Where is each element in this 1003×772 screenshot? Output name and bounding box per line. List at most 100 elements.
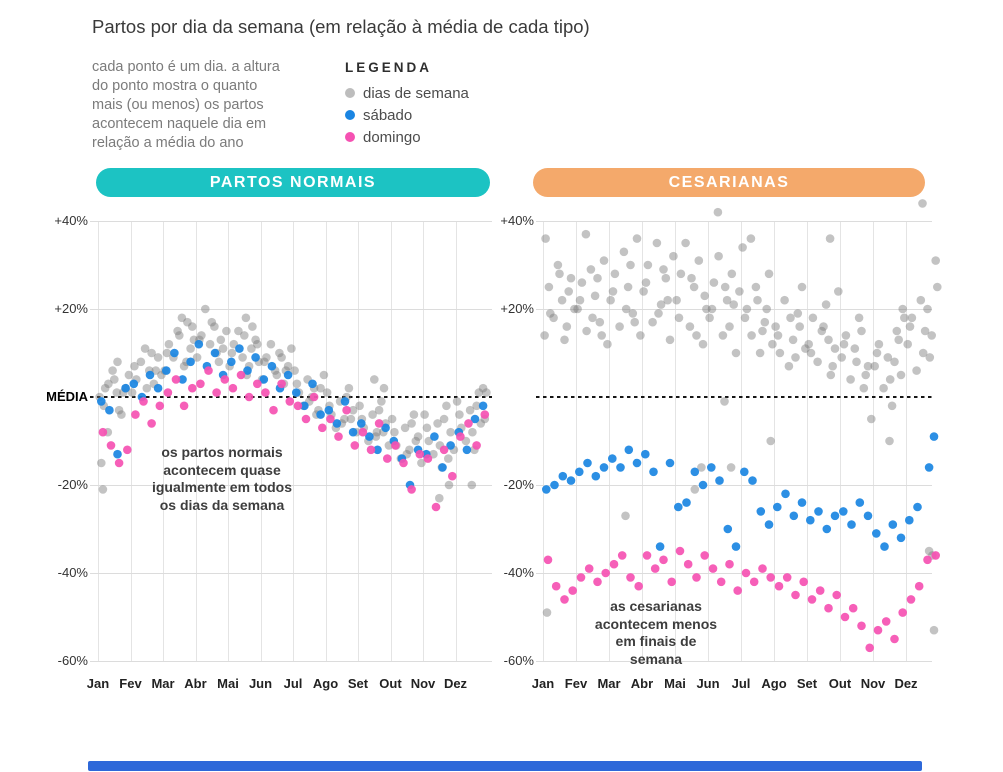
legend: LEGENDA dias de semana sábado domingo bbox=[345, 60, 469, 148]
data-point-weekday bbox=[309, 383, 319, 393]
data-point-weekday bbox=[817, 326, 827, 336]
data-point-weekday bbox=[791, 353, 800, 362]
data-point-weekday bbox=[214, 357, 224, 367]
data-point-weekday bbox=[439, 414, 449, 424]
month-gridline bbox=[163, 221, 164, 661]
data-point-weekday bbox=[753, 295, 762, 305]
data-point-weekday bbox=[374, 405, 384, 415]
data-point-weekday bbox=[924, 546, 934, 556]
data-point-domingo bbox=[774, 581, 784, 591]
data-point-weekday bbox=[446, 427, 455, 437]
data-point-weekday bbox=[676, 269, 686, 279]
month-gridline bbox=[358, 221, 359, 661]
month-gridline bbox=[873, 221, 874, 661]
data-point-weekday bbox=[885, 436, 894, 446]
data-point-weekday bbox=[636, 331, 645, 340]
data-point-weekday bbox=[266, 339, 276, 349]
data-point-weekday bbox=[720, 397, 729, 406]
y-gridline bbox=[90, 573, 492, 574]
data-point-sábado bbox=[218, 370, 228, 380]
month-gridline bbox=[390, 221, 392, 661]
data-point-weekday bbox=[287, 344, 296, 353]
data-point-weekday bbox=[142, 383, 152, 393]
month-gridline bbox=[708, 221, 709, 661]
data-point-weekday bbox=[468, 427, 477, 437]
data-point-sábado bbox=[413, 445, 423, 455]
data-point-sábado bbox=[748, 476, 757, 485]
data-point-weekday bbox=[136, 357, 146, 367]
data-point-weekday bbox=[639, 287, 648, 296]
data-point-weekday bbox=[153, 353, 163, 362]
data-point-weekday bbox=[577, 278, 587, 287]
data-point-sábado bbox=[202, 361, 212, 371]
month-gridline bbox=[906, 221, 907, 661]
data-point-sábado bbox=[896, 533, 906, 543]
month-label: Mai bbox=[664, 676, 686, 691]
data-point-weekday bbox=[892, 326, 902, 336]
data-point-weekday bbox=[562, 322, 572, 331]
data-point-weekday bbox=[610, 269, 620, 279]
data-point-domingo bbox=[204, 366, 213, 375]
data-point-weekday bbox=[182, 357, 191, 367]
data-point-weekday bbox=[132, 375, 141, 384]
y-tick-label: -40% bbox=[503, 565, 534, 580]
data-point-sábado bbox=[251, 353, 260, 362]
data-point-weekday bbox=[449, 445, 459, 455]
data-point-domingo bbox=[456, 432, 465, 441]
data-point-weekday bbox=[186, 344, 195, 353]
data-point-weekday bbox=[99, 401, 109, 411]
month-label: Mai bbox=[217, 676, 239, 691]
data-point-sábado bbox=[888, 520, 898, 529]
data-point-sábado bbox=[446, 441, 455, 450]
data-point-weekday bbox=[316, 383, 325, 393]
data-point-weekday bbox=[147, 348, 156, 358]
data-point-domingo bbox=[277, 379, 286, 389]
month-label: Nov bbox=[410, 676, 436, 691]
data-point-weekday bbox=[643, 260, 653, 270]
data-point-weekday bbox=[718, 331, 728, 340]
data-point-domingo bbox=[791, 590, 800, 600]
y-gridline bbox=[536, 309, 932, 310]
data-point-weekday bbox=[828, 361, 837, 371]
data-point-sábado bbox=[308, 379, 317, 389]
annotation-cesarianas: as cesarianas acontecem menos em finais … bbox=[594, 598, 718, 667]
data-point-domingo bbox=[551, 581, 561, 591]
month-gridline bbox=[130, 221, 132, 661]
data-point-weekday bbox=[241, 313, 251, 323]
data-point-weekday bbox=[879, 383, 888, 393]
data-point-sábado bbox=[731, 542, 741, 551]
media-dashed-line bbox=[90, 396, 492, 398]
data-point-domingo bbox=[358, 427, 368, 437]
data-point-weekday bbox=[824, 335, 833, 345]
data-point-weekday bbox=[912, 366, 921, 375]
data-point-weekday bbox=[854, 313, 864, 323]
data-point-weekday bbox=[248, 322, 257, 331]
data-point-weekday bbox=[603, 339, 612, 349]
data-point-weekday bbox=[384, 441, 394, 450]
data-point-weekday bbox=[405, 445, 414, 455]
data-point-weekday bbox=[731, 348, 741, 358]
data-point-weekday bbox=[896, 370, 906, 380]
data-point-weekday bbox=[813, 357, 822, 367]
data-point-sábado bbox=[235, 344, 244, 353]
month-label: Jun bbox=[248, 676, 273, 691]
data-point-weekday bbox=[247, 344, 256, 353]
data-point-sábado bbox=[153, 383, 163, 393]
data-point-sábado bbox=[616, 463, 625, 472]
data-point-sábado bbox=[365, 432, 374, 441]
data-point-weekday bbox=[368, 410, 377, 419]
data-point-sábado bbox=[624, 445, 634, 455]
media-dashed-line bbox=[536, 396, 932, 398]
data-point-weekday bbox=[344, 383, 354, 393]
annotation-partos-normais: os partos normais acontecem quase igualm… bbox=[151, 444, 293, 513]
data-point-weekday bbox=[352, 427, 361, 437]
data-point-weekday bbox=[713, 207, 723, 217]
data-point-weekday bbox=[212, 348, 221, 358]
data-point-sábado bbox=[558, 471, 568, 481]
data-point-sábado bbox=[855, 498, 865, 507]
data-point-domingo bbox=[683, 559, 693, 569]
data-point-domingo bbox=[147, 419, 156, 428]
data-point-weekday bbox=[632, 234, 642, 243]
media-axis-label: MÉDIA bbox=[46, 389, 88, 404]
